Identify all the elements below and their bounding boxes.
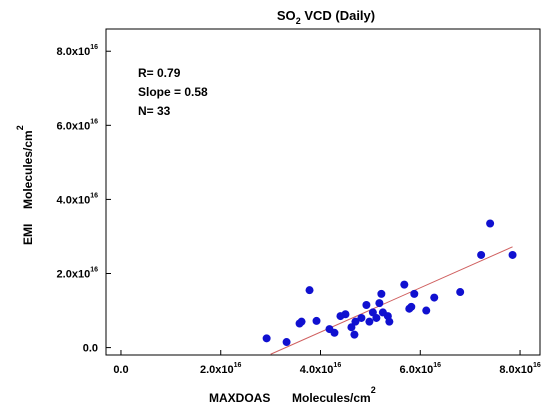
y-axis-unit-text: Molecules/cm bbox=[21, 130, 35, 209]
x-tick-exponent: 16 bbox=[533, 362, 541, 369]
data-point bbox=[456, 288, 465, 297]
x-axis-label: MAXDOAS bbox=[209, 391, 270, 405]
x-axis-unit-text: Molecules/cm bbox=[292, 391, 371, 405]
y-axis-unit: Molecules/cm2 bbox=[15, 125, 35, 209]
data-point bbox=[362, 300, 371, 309]
y-tick-label: 8.0x1016 bbox=[57, 44, 99, 58]
x-tick-base: 0.0 bbox=[113, 364, 128, 376]
data-point bbox=[297, 317, 306, 326]
x-tick-base: 4.0x10 bbox=[300, 364, 334, 376]
y-axis-label: EMI bbox=[21, 224, 35, 245]
x-axis-unit: Molecules/cm2 bbox=[292, 385, 376, 405]
data-point bbox=[330, 328, 339, 337]
data-point bbox=[400, 280, 409, 289]
x-tick-base: 6.0x10 bbox=[400, 364, 434, 376]
data-point bbox=[305, 286, 314, 295]
x-tick-label: 2.0x1016 bbox=[200, 362, 242, 376]
data-point bbox=[351, 317, 360, 326]
x-tick-base: 8.0x10 bbox=[499, 364, 533, 376]
data-point bbox=[282, 338, 291, 347]
x-tick-label: 0.0 bbox=[113, 364, 128, 376]
data-point bbox=[385, 317, 394, 326]
data-point bbox=[477, 250, 486, 259]
data-point bbox=[375, 299, 384, 308]
x-tick-label: 6.0x1016 bbox=[400, 362, 442, 376]
y-tick-base: 6.0x10 bbox=[57, 120, 91, 132]
data-point bbox=[357, 313, 366, 322]
chart-title: SO2 VCD (Daily) bbox=[277, 8, 375, 26]
stat-n: N= 33 bbox=[138, 104, 171, 118]
y-tick-base: 2.0x10 bbox=[57, 269, 91, 281]
y-tick-exponent: 16 bbox=[90, 118, 98, 125]
y-tick-label: 0.0 bbox=[83, 343, 98, 355]
data-point bbox=[486, 219, 495, 228]
y-axis-unit-superscript: 2 bbox=[15, 125, 25, 130]
y-tick-exponent: 16 bbox=[90, 44, 98, 51]
data-point bbox=[347, 323, 356, 332]
data-point bbox=[508, 250, 517, 259]
data-point bbox=[350, 330, 359, 339]
chart-title-main: SO bbox=[277, 8, 296, 23]
data-point bbox=[422, 306, 431, 315]
data-points bbox=[262, 219, 517, 347]
chart-title-rest: VCD (Daily) bbox=[301, 8, 375, 23]
x-tick-exponent: 16 bbox=[234, 362, 242, 369]
x-tick-base: 2.0x10 bbox=[200, 364, 234, 376]
y-tick-exponent: 16 bbox=[90, 267, 98, 274]
y-tick-base: 0.0 bbox=[83, 343, 98, 355]
y-tick-label: 4.0x1016 bbox=[57, 192, 99, 206]
stat-r: R= 0.79 bbox=[138, 66, 181, 80]
data-point bbox=[262, 334, 271, 343]
data-point bbox=[430, 293, 439, 302]
x-tick-label: 8.0x1016 bbox=[499, 362, 541, 376]
data-point bbox=[407, 302, 416, 311]
x-tick-label: 4.0x1016 bbox=[300, 362, 342, 376]
data-point bbox=[336, 312, 345, 321]
regression-line bbox=[270, 246, 513, 355]
axis-ticks: 0.0 2.0x1016 4.0x1016 6.0x1016 8.0x10160.02.… bbox=[57, 44, 541, 376]
y-tick-label: 6.0x1016 bbox=[57, 118, 99, 132]
data-point bbox=[365, 317, 374, 326]
x-tick-exponent: 16 bbox=[333, 362, 341, 369]
x-axis-unit-superscript: 2 bbox=[371, 385, 376, 395]
data-point bbox=[377, 289, 386, 298]
y-tick-label: 2.0x1016 bbox=[57, 267, 99, 281]
y-tick-exponent: 16 bbox=[90, 192, 98, 199]
chart-title-subscript: 2 bbox=[296, 16, 301, 26]
data-point bbox=[410, 289, 419, 298]
stat-slope: Slope = 0.58 bbox=[138, 85, 208, 99]
x-tick-exponent: 16 bbox=[433, 362, 441, 369]
data-point bbox=[312, 316, 321, 325]
y-tick-base: 4.0x10 bbox=[57, 194, 91, 206]
fit-line-group bbox=[270, 246, 513, 355]
plot-frame bbox=[105, 28, 541, 356]
y-tick-base: 8.0x10 bbox=[57, 46, 91, 58]
data-point bbox=[372, 313, 381, 322]
